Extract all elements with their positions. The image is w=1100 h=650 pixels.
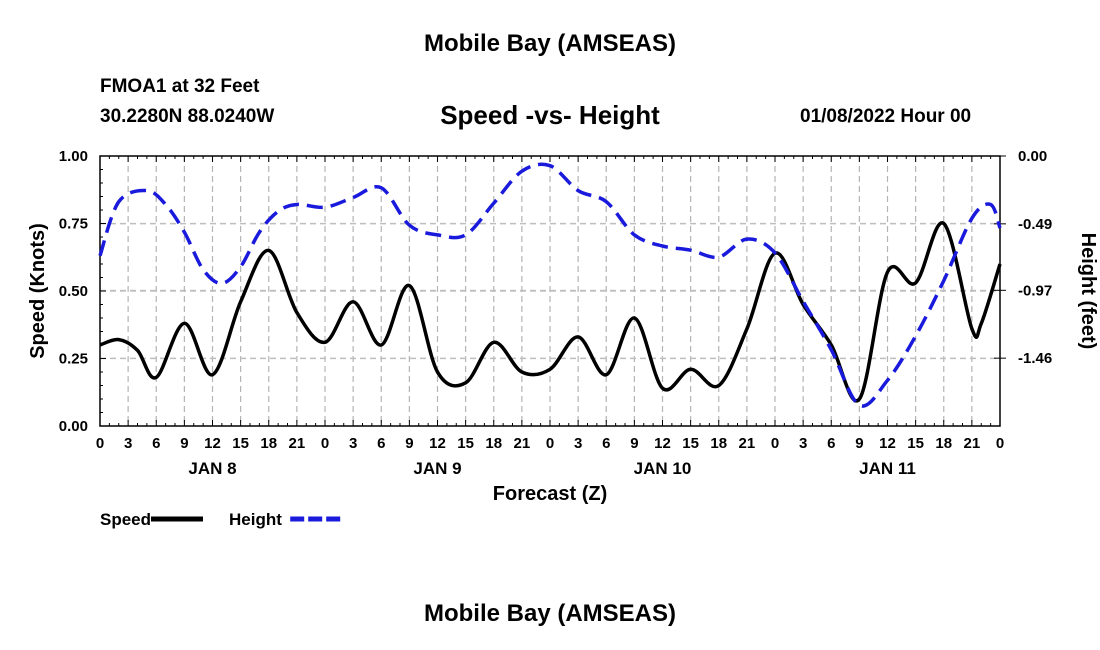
x-tick-label: 21	[289, 435, 306, 452]
series-line-speed	[99, 221, 1002, 403]
y-tick-label-left: 0.75	[59, 216, 88, 233]
y-tick-label-left: 0.25	[59, 351, 88, 368]
chart-title: Mobile Bay (AMSEAS)	[423, 30, 677, 57]
x-tick-label: 15	[232, 435, 249, 452]
x-tick-label: 0	[771, 435, 779, 452]
x-tick-label: 0	[321, 435, 329, 452]
x-tick-label: 18	[710, 435, 727, 452]
x-tick-label: 15	[457, 435, 474, 452]
y-tick-label-right: -0.49	[1018, 216, 1052, 233]
legend-label: Height	[229, 510, 282, 529]
x-tick-label: 21	[964, 435, 981, 452]
y-tick-label-right: 0.00	[1018, 148, 1047, 165]
station-label: FMOA1 at 32 Feet	[100, 76, 260, 97]
x-tick-label: 3	[124, 435, 132, 452]
x-tick-label: 6	[602, 435, 610, 452]
x-tick-label: 3	[799, 435, 807, 452]
x-tick-label: 6	[377, 435, 385, 452]
day-label: JAN 8	[188, 459, 236, 478]
day-label: JAN 11	[859, 459, 916, 478]
x-tick-label: 12	[654, 435, 671, 452]
forecast-datetime: 01/08/2022 Hour 00	[800, 106, 972, 127]
y-tick-label-right: -1.46	[1018, 350, 1052, 367]
x-tick-label: 3	[349, 435, 357, 452]
y-axis-label-left: Speed (Knots)	[27, 223, 49, 359]
x-tick-label: 9	[405, 435, 413, 452]
x-tick-label: 12	[429, 435, 446, 452]
y-tick-label-left: 1.00	[59, 148, 88, 165]
day-label: JAN 9	[413, 459, 461, 478]
x-tick-label: 0	[96, 435, 104, 452]
series-line-height	[98, 162, 1002, 408]
x-tick-label: 0	[546, 435, 554, 452]
repeated-chart-title: Mobile Bay (AMSEAS)	[423, 600, 677, 627]
x-tick-label: 6	[152, 435, 160, 452]
x-tick-label: 6	[827, 435, 835, 452]
x-tick-label: 18	[485, 435, 502, 452]
x-tick-label: 12	[204, 435, 221, 452]
y-tick-label-left: 0.50	[59, 283, 88, 300]
x-axis-label: Forecast (Z)	[493, 483, 607, 505]
y-axis-label-right: Height (feet)	[1077, 233, 1099, 350]
y-tick-label-right: -0.97	[1018, 282, 1052, 299]
x-tick-label: 18	[935, 435, 952, 452]
coordinates-label: 30.2280N 88.0240W	[100, 106, 275, 127]
x-tick-label: 18	[260, 435, 277, 452]
x-tick-label: 3	[574, 435, 582, 452]
day-label: JAN 10	[634, 459, 692, 478]
x-tick-label: 21	[514, 435, 531, 452]
x-tick-label: 15	[682, 435, 699, 452]
x-tick-label: 21	[739, 435, 756, 452]
x-tick-label: 9	[630, 435, 638, 452]
x-tick-label: 15	[907, 435, 924, 452]
y-tick-label-left: 0.00	[59, 418, 88, 435]
legend-label: Speed	[100, 510, 151, 529]
x-tick-label: 12	[879, 435, 896, 452]
x-tick-label: 0	[996, 435, 1004, 452]
x-tick-label: 9	[855, 435, 863, 452]
x-tick-label: 9	[180, 435, 188, 452]
chart-subtitle: Speed -vs- Height	[440, 100, 660, 130]
